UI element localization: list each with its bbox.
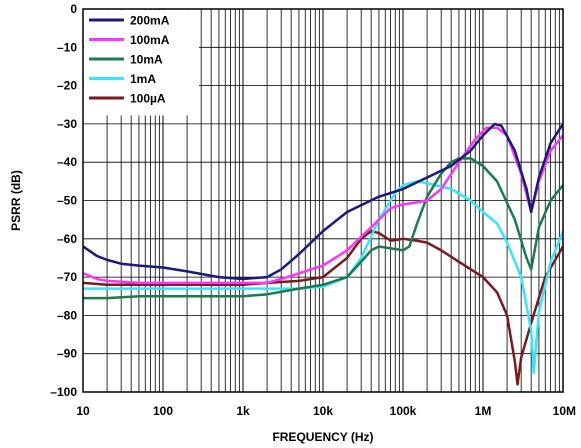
series-line-100mA	[83, 126, 563, 285]
y-tick-label: –50	[57, 194, 77, 208]
y-tick-label: –80	[57, 308, 77, 322]
legend-label: 100µA	[130, 92, 166, 106]
x-axis-label: FREQUENCY (Hz)	[272, 430, 373, 444]
x-tick-label: 1k	[236, 404, 250, 418]
y-tick-label: –90	[57, 347, 77, 361]
x-tick-label: 10M	[553, 404, 576, 418]
series-line-100A	[83, 229, 563, 386]
series-lines	[83, 122, 563, 386]
y-tick-label: –40	[57, 155, 77, 169]
x-tick-labels: 10 100 1k 10k 100k 1M 10M	[76, 404, 576, 418]
y-tick-label: –30	[57, 117, 77, 131]
y-axis-label: PSRR (dB)	[9, 170, 23, 231]
y-tick-labels: 0 –10 –20 –30 –40 –50 –60 –70 –80 –90 –100	[50, 2, 77, 399]
y-tick-label: 0	[70, 2, 77, 16]
legend-label: 200mA	[130, 14, 170, 28]
legend-label: 100mA	[130, 33, 170, 47]
y-tick-label: –10	[57, 40, 77, 54]
y-tick-label: –20	[57, 79, 77, 93]
legend: 200mA 100mA 10mA 1mA 100µA	[84, 10, 199, 116]
series-line-1mA	[83, 180, 563, 375]
legend-label: 1mA	[130, 72, 156, 86]
series-line-10mA	[83, 157, 563, 300]
x-tick-label: 1M	[475, 404, 492, 418]
x-tick-label: 100k	[390, 404, 417, 418]
x-tick-label: 100	[153, 404, 173, 418]
y-tick-label: –60	[57, 232, 77, 246]
x-tick-label: 10k	[313, 404, 333, 418]
y-tick-label: –100	[50, 385, 77, 399]
series-line-200mA	[83, 122, 563, 281]
x-tick-label: 10	[76, 404, 90, 418]
legend-label: 10mA	[130, 53, 163, 67]
plot-frame	[82, 8, 564, 393]
y-tick-label: –70	[57, 270, 77, 284]
